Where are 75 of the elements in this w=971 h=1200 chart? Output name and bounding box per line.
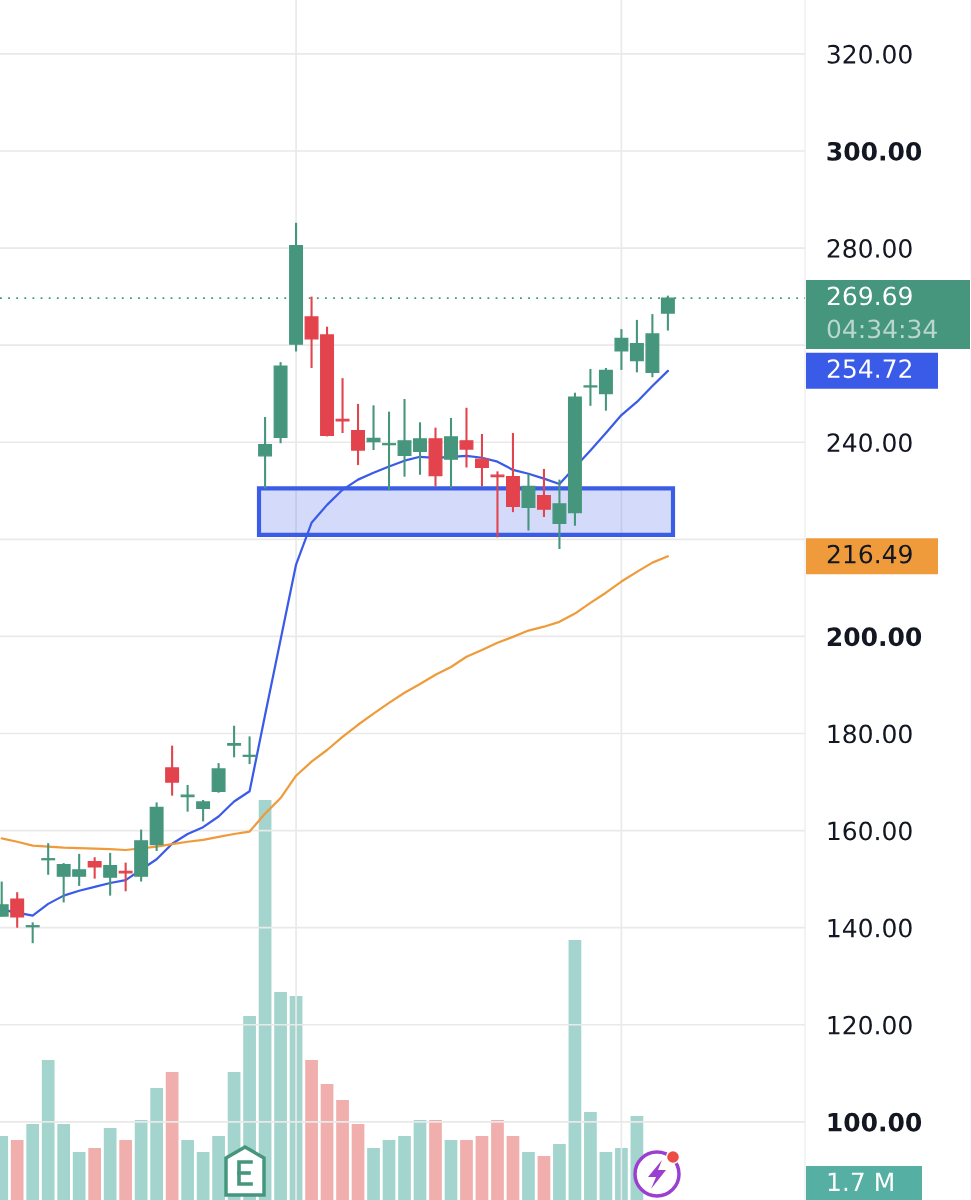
bar	[382, 1140, 396, 1200]
bar	[429, 1120, 442, 1200]
bar	[212, 1136, 225, 1200]
y-tick-label: 140.00	[828, 918, 912, 938]
y-tick-label: 240.00	[827, 433, 912, 453]
candlestick	[103, 851, 118, 897]
y-tick-label: 160.00	[828, 821, 912, 841]
text: 1.7 M	[828, 1172, 893, 1191]
bar	[181, 1140, 194, 1200]
candlestick	[258, 415, 273, 490]
candlestick	[196, 798, 211, 823]
bar	[413, 1120, 427, 1200]
text: 254.72	[827, 359, 911, 379]
candlestick	[459, 406, 474, 469]
candlestick	[180, 783, 195, 813]
candlestick	[444, 416, 458, 490]
candlestick	[351, 402, 366, 467]
bar	[305, 1060, 318, 1200]
bar	[351, 1124, 365, 1200]
y-tick-label: 100.00	[828, 1112, 922, 1132]
candlestick	[211, 762, 226, 794]
candlestick	[165, 744, 180, 797]
candlestick	[382, 410, 396, 492]
candlestick	[552, 478, 567, 551]
bar	[522, 1152, 535, 1200]
y-tick-label: 180.00	[828, 724, 912, 744]
bar	[336, 1100, 349, 1200]
bar	[584, 1112, 597, 1200]
bar	[568, 940, 582, 1200]
bar	[57, 1124, 71, 1200]
candlestick	[536, 467, 551, 519]
bar	[165, 1072, 179, 1200]
bar	[196, 1152, 210, 1200]
bar	[134, 1120, 148, 1200]
line-series	[0, 555, 669, 852]
bar	[491, 1120, 504, 1200]
bar	[615, 1148, 628, 1200]
bar	[553, 1144, 566, 1200]
candlestick	[10, 891, 25, 929]
candlestick	[87, 856, 102, 880]
candlestick	[25, 921, 40, 945]
candlestick	[227, 724, 242, 759]
bar	[41, 1060, 55, 1200]
ref-line-label: 269.69	[827, 286, 912, 306]
candlestick	[521, 473, 536, 532]
y-tick-label: 320.00	[827, 44, 912, 64]
bar	[103, 1128, 117, 1200]
bar	[26, 1124, 40, 1200]
candlestick	[583, 367, 598, 407]
y-tick-label: 200.00	[827, 627, 922, 647]
candlestick	[598, 366, 613, 412]
bar	[119, 1140, 132, 1200]
bar	[398, 1136, 411, 1200]
bar	[367, 1148, 380, 1200]
bar	[444, 1140, 458, 1200]
bar	[460, 1140, 473, 1200]
bar	[274, 992, 287, 1200]
candlestick	[242, 735, 257, 766]
bar	[475, 1136, 489, 1200]
bar	[320, 1084, 334, 1200]
bar	[88, 1148, 102, 1200]
candlestick	[614, 328, 629, 371]
y-tick-label: 280.00	[827, 239, 912, 258]
candlestick	[335, 377, 350, 435]
bar	[599, 1152, 613, 1200]
candlestick	[41, 842, 56, 876]
text: 216.49	[827, 544, 912, 564]
bar	[537, 1156, 551, 1200]
text: 04:34:34	[827, 319, 937, 339]
bar	[72, 1152, 86, 1200]
y-tick-label: 120.00	[828, 1015, 912, 1035]
y-tick-label: 300.00	[827, 141, 922, 161]
candlestick	[475, 432, 489, 488]
bar	[150, 1088, 163, 1200]
bar	[506, 1136, 520, 1200]
